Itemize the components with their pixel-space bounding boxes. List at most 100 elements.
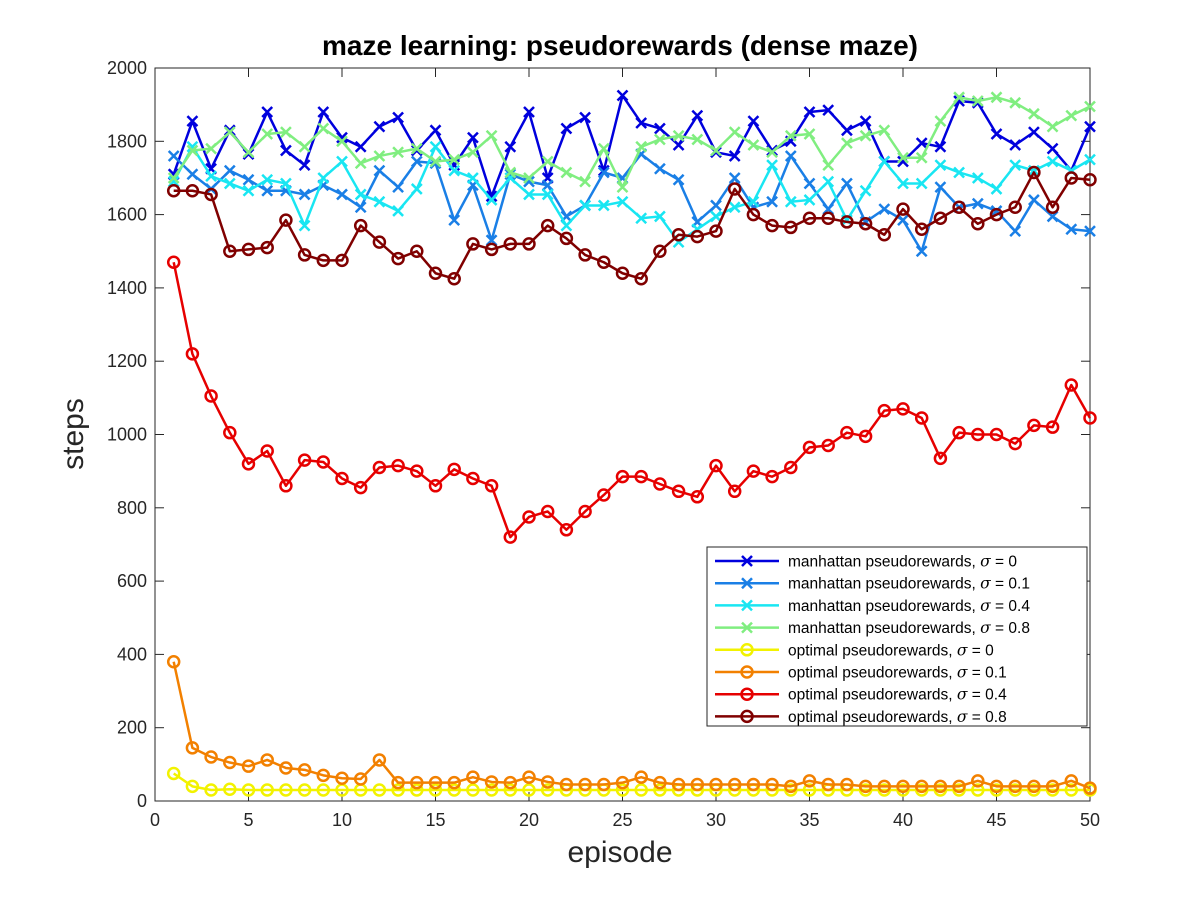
legend-label: optimal pseudorewards, σ = 0.4 — [788, 686, 1007, 704]
series-line — [173, 171, 1091, 280]
data-point-x-marker — [429, 124, 442, 137]
data-point-circle-marker — [740, 643, 754, 657]
legend: manhattan pseudorewards, σ = 0 manhattan … — [706, 546, 1088, 727]
data-point-x-marker — [597, 166, 610, 179]
data-point-circle-marker — [690, 490, 705, 504]
data-point-circle-marker — [391, 775, 405, 790]
data-point-circle-marker — [802, 774, 817, 788]
data-point-circle-marker — [615, 266, 630, 280]
data-point-x-marker — [672, 129, 685, 142]
legend-item: manhattan pseudorewards, σ = 0 — [715, 553, 1017, 571]
data-point-circle-marker — [297, 783, 312, 797]
data-point-circle-marker — [765, 218, 779, 233]
data-point-x-marker — [373, 120, 386, 133]
legend-label: manhattan pseudorewards, σ = 0.1 — [788, 575, 1030, 593]
data-point-x-marker — [635, 212, 648, 225]
data-point-x-marker — [523, 172, 535, 184]
data-point-x-marker — [1065, 223, 1078, 236]
data-point-circle-marker — [484, 783, 499, 797]
legend-box — [706, 546, 1088, 727]
data-point-circle-marker — [709, 224, 723, 238]
legend-sigma-symbol: σ — [957, 664, 968, 682]
data-point-x-marker — [579, 199, 591, 212]
data-point-x-marker — [298, 219, 311, 232]
data-point-circle-marker — [260, 240, 274, 255]
data-point-circle-marker — [204, 783, 218, 797]
data-point-x-marker — [317, 172, 330, 184]
legend-sigma-symbol: σ — [957, 686, 968, 704]
data-point-circle-marker — [166, 766, 181, 781]
data-point-x-marker — [741, 621, 753, 634]
data-point-x-marker — [635, 140, 648, 153]
series-5 — [166, 654, 1097, 795]
x-axis-label: episode — [567, 836, 672, 869]
data-point-circle-marker — [428, 783, 443, 797]
legend-equals: = — [991, 554, 1009, 571]
data-point-x-marker — [261, 106, 274, 118]
data-point-x-marker — [822, 159, 835, 172]
data-point-circle-marker — [740, 709, 754, 724]
data-point-circle-marker — [709, 458, 723, 473]
data-point-x-marker — [915, 177, 928, 190]
data-point-circle-marker — [279, 761, 293, 775]
data-point-circle-marker — [447, 783, 461, 797]
data-point-circle-marker — [447, 462, 461, 477]
x-tick-label: 50 — [1080, 810, 1100, 830]
data-point-circle-marker — [484, 775, 499, 789]
legend-label: optimal pseudorewards, σ = 0.1 — [788, 664, 1007, 682]
data-point-circle-marker — [1008, 200, 1022, 215]
data-point-circle-marker — [466, 770, 480, 784]
data-point-circle-marker — [1045, 420, 1060, 434]
data-point-circle-marker — [877, 403, 892, 418]
data-point-x-marker — [410, 155, 423, 168]
legend-label: manhattan pseudorewards, σ = 0 — [788, 553, 1017, 571]
data-point-x-marker — [186, 144, 199, 157]
y-tick-label: 1800 — [107, 131, 147, 151]
data-point-x-marker — [1084, 100, 1096, 113]
data-point-x-marker — [747, 195, 760, 208]
data-point-x-marker — [336, 131, 348, 144]
data-point-x-marker — [897, 151, 909, 164]
data-point-circle-marker — [858, 429, 873, 444]
data-point-circle-marker — [597, 255, 611, 269]
data-point-x-marker — [410, 142, 423, 155]
data-point-x-marker — [728, 201, 741, 214]
data-point-x-marker — [1046, 142, 1059, 155]
data-point-circle-marker — [671, 228, 686, 242]
x-tick-label: 0 — [150, 810, 160, 830]
data-point-x-marker — [186, 115, 199, 128]
data-point-circle-marker — [166, 255, 181, 269]
data-point-x-marker — [915, 151, 928, 164]
data-point-x-marker — [654, 210, 666, 223]
legend-equals: = — [967, 687, 985, 704]
data-point-circle-marker — [989, 779, 1004, 794]
data-point-x-marker — [579, 175, 591, 188]
data-point-x-marker — [897, 214, 909, 226]
legend-equals: = — [967, 642, 985, 659]
y-tick-label: 1000 — [107, 425, 147, 445]
data-point-x-marker — [672, 173, 685, 186]
data-point-x-marker — [392, 111, 404, 124]
data-point-circle-marker — [428, 775, 443, 790]
data-point-x-marker — [971, 95, 984, 107]
y-axis: 0 200 400 600 800 1000 1200 1400 1600 1800 2000 — [107, 58, 1090, 811]
data-point-circle-marker — [653, 775, 667, 790]
data-point-circle-marker — [653, 244, 667, 258]
data-point-circle-marker — [241, 783, 256, 797]
data-point-x-marker — [467, 131, 479, 144]
data-point-circle-marker — [241, 242, 256, 257]
data-point-circle-marker — [391, 251, 405, 266]
data-point-x-marker — [766, 144, 778, 157]
data-point-x-marker — [741, 577, 753, 590]
legend-equals: = — [991, 598, 1009, 615]
data-point-circle-marker — [821, 438, 835, 453]
data-point-x-marker — [242, 184, 255, 197]
data-point-x-marker — [298, 188, 311, 201]
data-point-circle-marker — [821, 211, 835, 226]
data-point-circle-marker — [204, 750, 218, 764]
data-point-circle-marker — [858, 217, 873, 231]
data-point-circle-marker — [166, 184, 181, 198]
data-point-x-marker — [859, 129, 872, 142]
legend-sigma-symbol: σ — [980, 553, 991, 571]
data-point-x-marker — [298, 140, 311, 153]
